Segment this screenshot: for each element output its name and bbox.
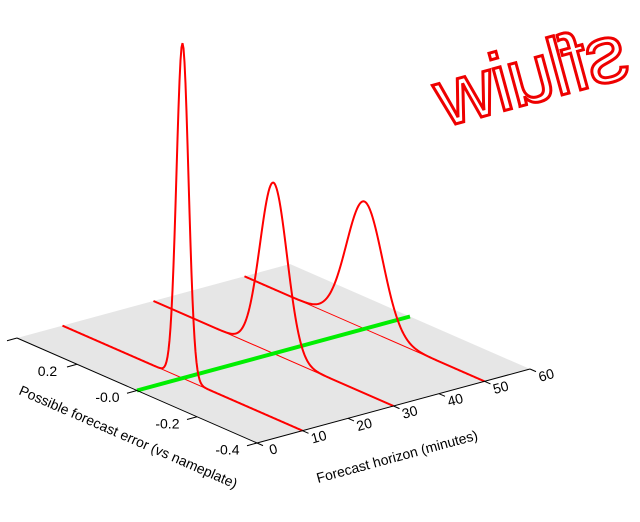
y-tick — [302, 430, 309, 434]
distribution-curve — [62, 42, 303, 432]
x-tick — [66, 363, 78, 368]
y-tick-label: 10 — [309, 427, 328, 447]
y-tick — [393, 405, 400, 410]
forecast-line — [136, 314, 411, 393]
y-tick-label: 20 — [355, 414, 374, 434]
x-tick — [126, 390, 138, 394]
x-tick — [186, 416, 198, 420]
tick-marks — [6, 337, 537, 447]
y-tick-label: 60 — [537, 365, 556, 385]
distribution-curve — [244, 200, 485, 383]
x-tick — [6, 337, 18, 342]
y-axis-label: Forecast horizon (minutes) — [315, 427, 480, 486]
x-tick-label: -0.4 — [215, 442, 239, 458]
x-tick — [246, 442, 258, 447]
watermark-text: sfluiw — [424, 6, 637, 145]
y-tick-label: 0 — [267, 440, 279, 458]
y-tick-label: 40 — [446, 390, 465, 410]
distribution-curve — [153, 181, 394, 407]
x-tick-label: -0.0 — [95, 389, 119, 405]
y-tick — [529, 368, 537, 373]
y-tick — [256, 442, 264, 447]
y-tick — [484, 380, 491, 385]
y-tick — [438, 393, 446, 397]
x-tick-label: 0.2 — [38, 363, 58, 379]
y-tick-label: 50 — [491, 377, 510, 397]
y-tick — [347, 417, 355, 422]
y-tick-label: 30 — [400, 402, 419, 422]
error-distribution-curves — [62, 42, 485, 432]
x-tick-label: -0.2 — [155, 415, 179, 431]
